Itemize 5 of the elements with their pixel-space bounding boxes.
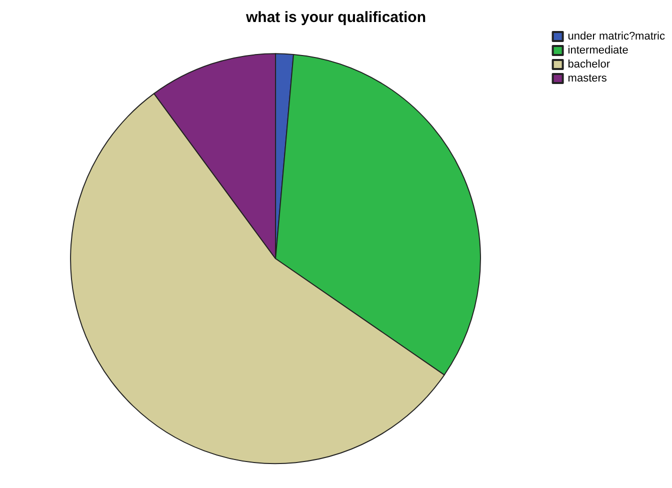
- legend-label: under matric?matric: [568, 30, 666, 42]
- legend-label: bachelor: [568, 58, 610, 70]
- legend-label: masters: [568, 72, 608, 84]
- chart-title: what is your qualification: [244, 9, 426, 26]
- legend-label: intermediate: [568, 44, 628, 56]
